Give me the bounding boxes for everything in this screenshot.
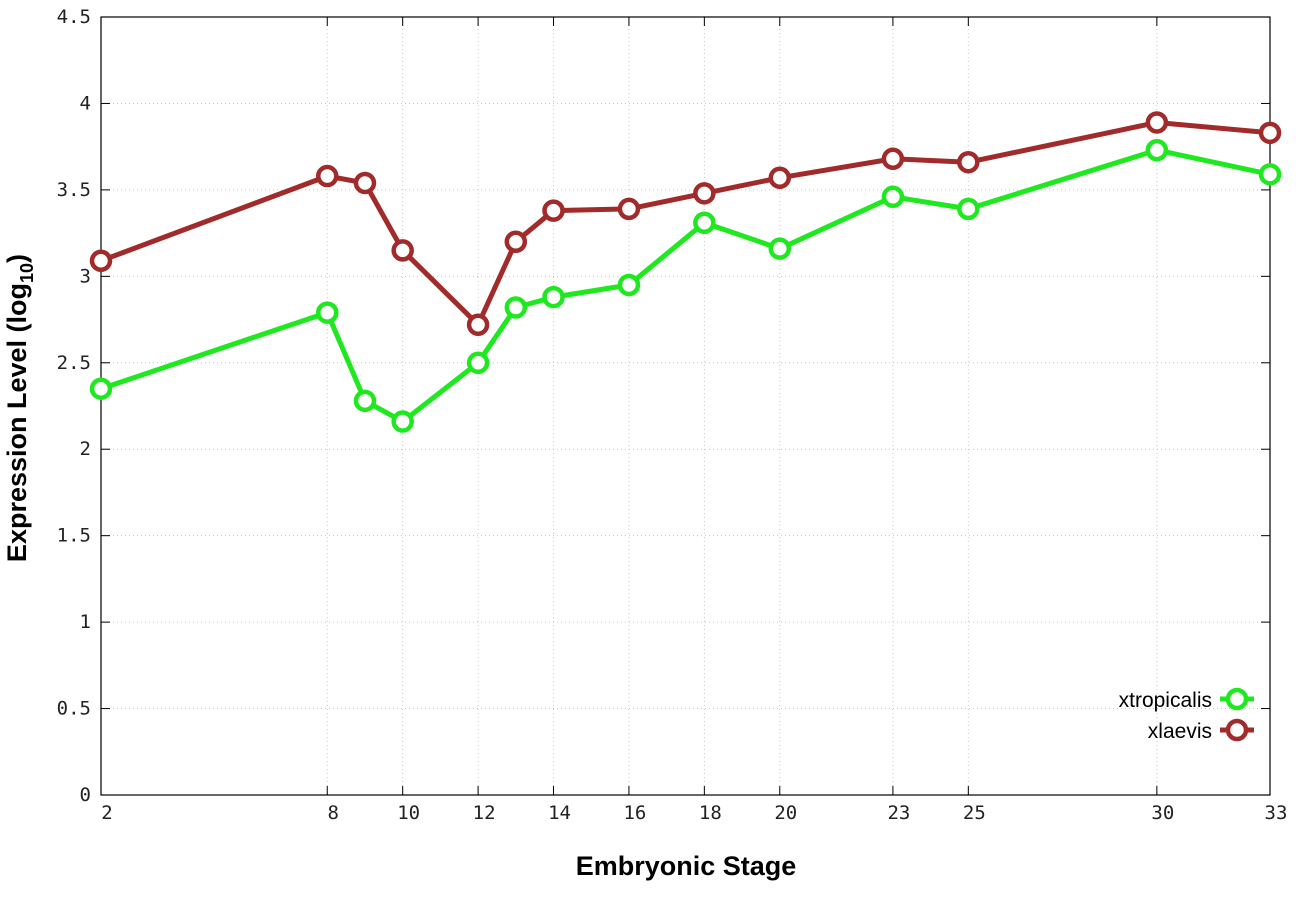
- x-tick-label: 23: [887, 802, 910, 824]
- data-point-xlaevis: [881, 147, 905, 171]
- legend: xtropicalis xlaevis: [1119, 687, 1254, 743]
- legend-swatch-marker-xlaevis: [1225, 718, 1249, 742]
- x-axis-title: Embryonic Stage: [576, 851, 797, 881]
- legend-label-xlaevis: xlaevis: [1148, 720, 1212, 743]
- data-point-xtropicalis: [957, 197, 980, 221]
- axis-ticks: 2 8 10 12 14 16 18 20 23 25 30 33 0 0.5 1 1.5 2 2.5 3 3.5 4 4…: [57, 6, 1288, 824]
- data-point-xlaevis: [316, 164, 339, 188]
- data-point-xtropicalis: [466, 351, 490, 375]
- legend-swatch-marker-xtropicalis: [1225, 687, 1249, 711]
- y-tick-label: 0.5: [57, 698, 91, 720]
- legend-label-xtropicalis: xtropicalis: [1119, 689, 1212, 712]
- y-tick-label: 2: [80, 438, 91, 460]
- data-point-xlaevis: [957, 150, 980, 174]
- data-point-xtropicalis: [542, 285, 565, 309]
- y-axis-title-subscript: 10: [17, 263, 37, 283]
- data-point-xlaevis: [466, 313, 490, 336]
- y-axis-title-close: ): [2, 254, 32, 263]
- data-point-xtropicalis: [89, 377, 113, 400]
- plot-frame: [100, 16, 1271, 796]
- x-tick-label: 33: [1265, 802, 1288, 824]
- data-point-xtropicalis: [768, 237, 792, 260]
- y-tick-label: 3: [80, 265, 91, 287]
- x-tick-label: 14: [548, 802, 571, 824]
- x-tick-label: 30: [1151, 802, 1174, 824]
- y-tick-label: 1: [80, 611, 91, 633]
- data-point-xlaevis: [504, 230, 528, 254]
- grid: [101, 17, 1270, 795]
- data-point-xlaevis: [1145, 111, 1169, 134]
- y-tick-label: 0: [80, 784, 91, 806]
- data-point-xtropicalis: [617, 273, 641, 297]
- y-axis-title: Expression Level (log10): [2, 254, 37, 562]
- data-point-xlaevis: [693, 182, 716, 205]
- y-tick-label: 3.5: [57, 179, 91, 201]
- data-point-xlaevis: [768, 166, 792, 190]
- x-tick-label: 20: [774, 802, 797, 824]
- x-tick-label: 25: [963, 802, 986, 824]
- data-point-xlaevis: [542, 199, 565, 222]
- data-point-xlaevis: [353, 171, 377, 195]
- x-tick-label: 2: [101, 802, 112, 824]
- data-point-xtropicalis: [353, 389, 377, 413]
- y-tick-label: 4: [80, 92, 91, 114]
- data-point-xtropicalis: [881, 185, 905, 209]
- series-layer: [89, 111, 1282, 433]
- data-point-xtropicalis: [504, 296, 528, 319]
- data-point-xtropicalis: [693, 211, 716, 234]
- data-point-xlaevis: [617, 197, 641, 221]
- y-axis-title-main: Expression Level (log: [2, 283, 32, 562]
- x-tick-label: 16: [623, 802, 646, 824]
- data-point-xtropicalis: [1258, 163, 1282, 186]
- data-point-xlaevis: [89, 249, 113, 273]
- data-point-xtropicalis: [391, 410, 414, 433]
- x-tick-label: 10: [397, 802, 420, 824]
- series-line-xtropicalis: [100, 147, 1271, 425]
- x-tick-label: 12: [473, 802, 496, 824]
- x-tick-label: 18: [699, 802, 722, 824]
- data-point-xlaevis: [391, 239, 414, 262]
- y-tick-label: 4.5: [57, 6, 91, 28]
- data-point-xtropicalis: [1145, 138, 1169, 162]
- series-line-xlaevis: [100, 120, 1271, 328]
- x-tick-label: 8: [328, 802, 339, 824]
- data-point-xtropicalis: [316, 301, 339, 324]
- y-tick-label: 2.5: [57, 352, 91, 374]
- data-point-xlaevis: [1258, 121, 1282, 145]
- y-tick-label: 1.5: [57, 525, 91, 547]
